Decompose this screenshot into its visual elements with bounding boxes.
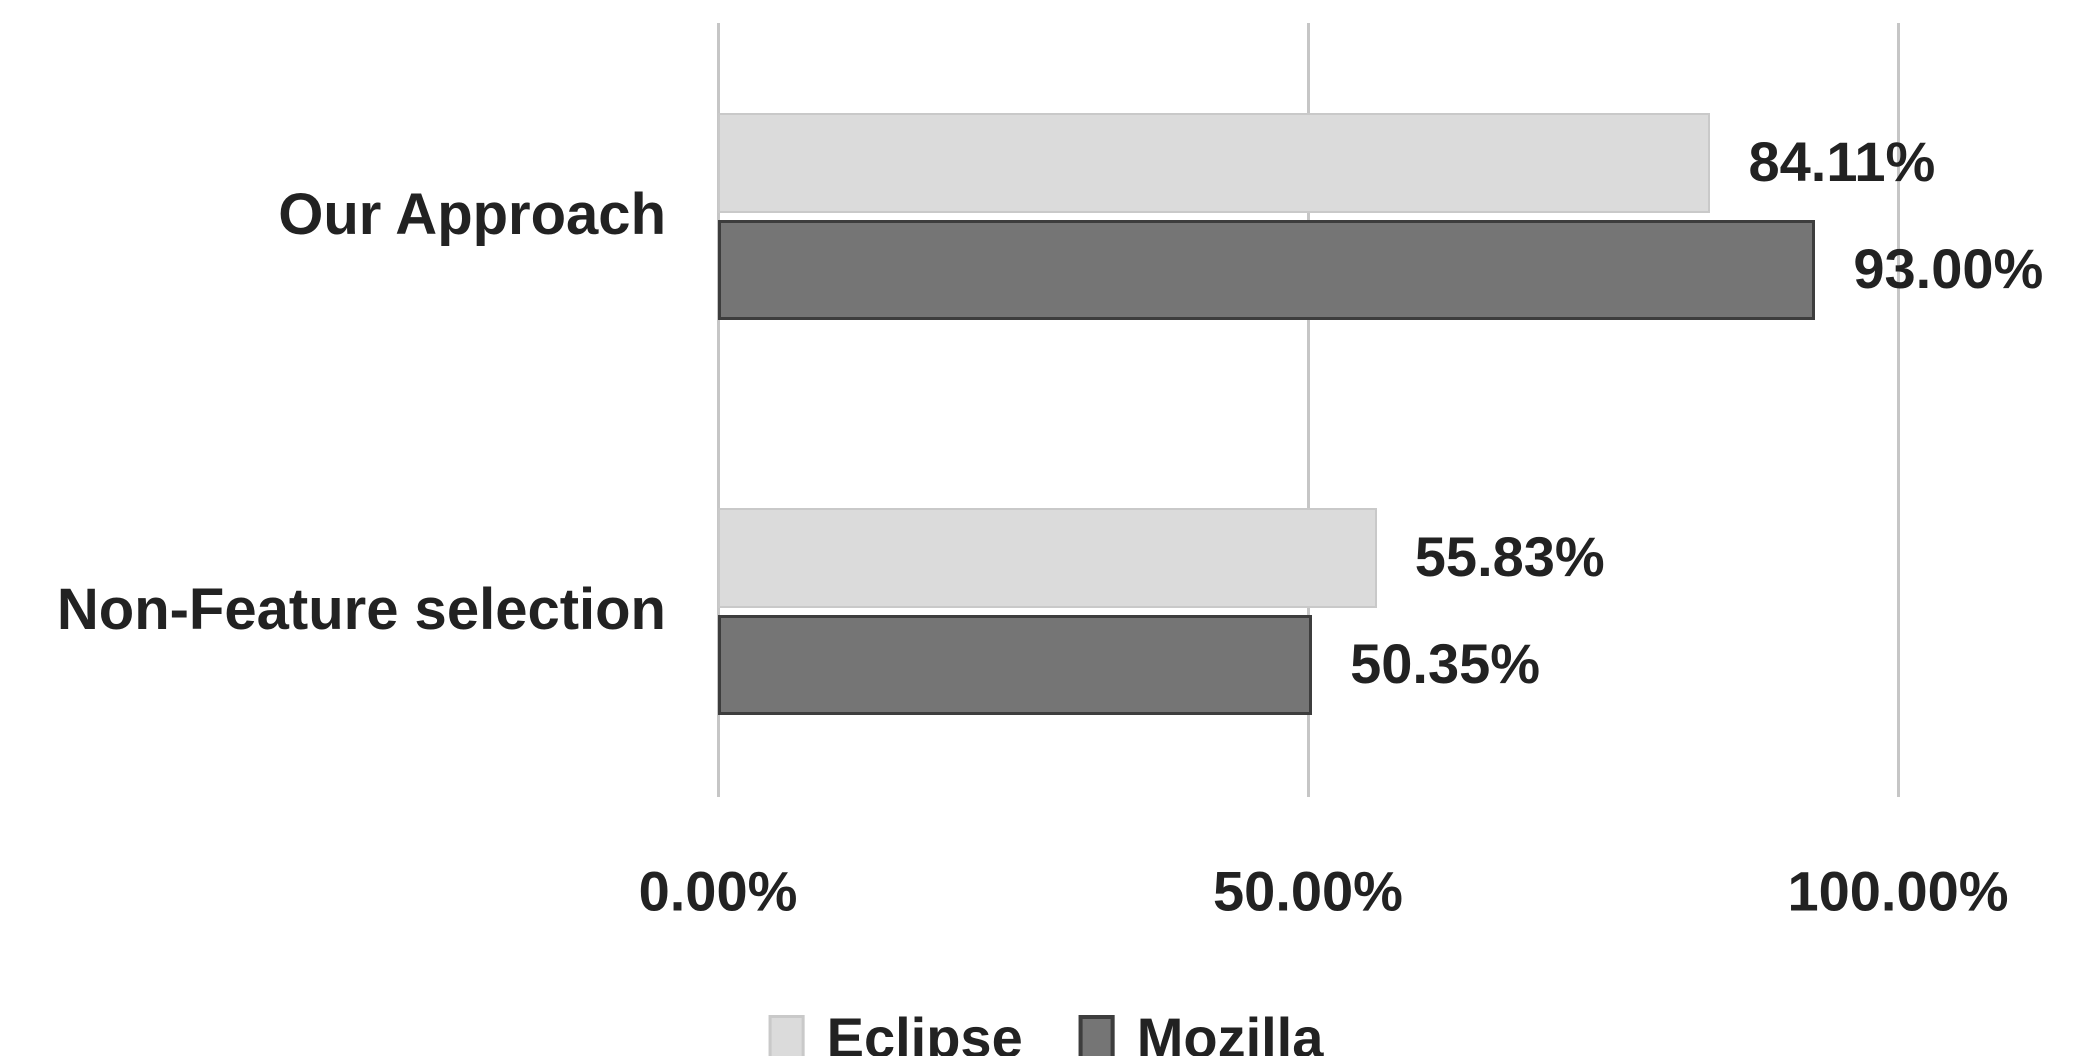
data-label-eclipse-non-feature-selection: 55.83% <box>1414 525 1605 589</box>
data-label-mozilla-non-feature-selection: 50.35% <box>1350 632 1541 696</box>
bar-mozilla-non-feature-selection <box>718 615 1313 715</box>
legend: Eclipse Mozilla <box>768 1005 1324 1056</box>
x-tick-label-100.00%: 100.00% <box>1787 859 2009 923</box>
legend-entry-eclipse: Eclipse <box>768 1005 1023 1056</box>
x-tick-label-0.00%: 0.00% <box>638 859 798 923</box>
legend-label-eclipse: Eclipse <box>826 1006 1023 1056</box>
gridline-50.00% <box>1306 23 1310 797</box>
legend-swatch-mozilla-icon <box>1078 1014 1115 1056</box>
legend-swatch-eclipse-icon <box>768 1014 805 1056</box>
gridline-100.00% <box>1896 23 1900 797</box>
data-label-eclipse-our-approach: 84.11% <box>1748 130 1936 194</box>
x-tick-label-50.00%: 50.00% <box>1213 859 1403 923</box>
category-label-our-approach: Our Approach <box>278 181 666 247</box>
category-label-non-feature-selection: Non-Feature selection <box>56 576 666 642</box>
bar-eclipse-our-approach <box>718 113 1711 213</box>
bar-mozilla-our-approach <box>718 220 1816 320</box>
bar-eclipse-non-feature-selection <box>718 508 1377 608</box>
gridline-0.00% <box>716 23 720 797</box>
data-label-mozilla-our-approach: 93.00% <box>1853 237 2044 301</box>
legend-entry-mozilla: Mozilla <box>1078 1005 1324 1056</box>
legend-label-mozilla: Mozilla <box>1136 1006 1324 1056</box>
